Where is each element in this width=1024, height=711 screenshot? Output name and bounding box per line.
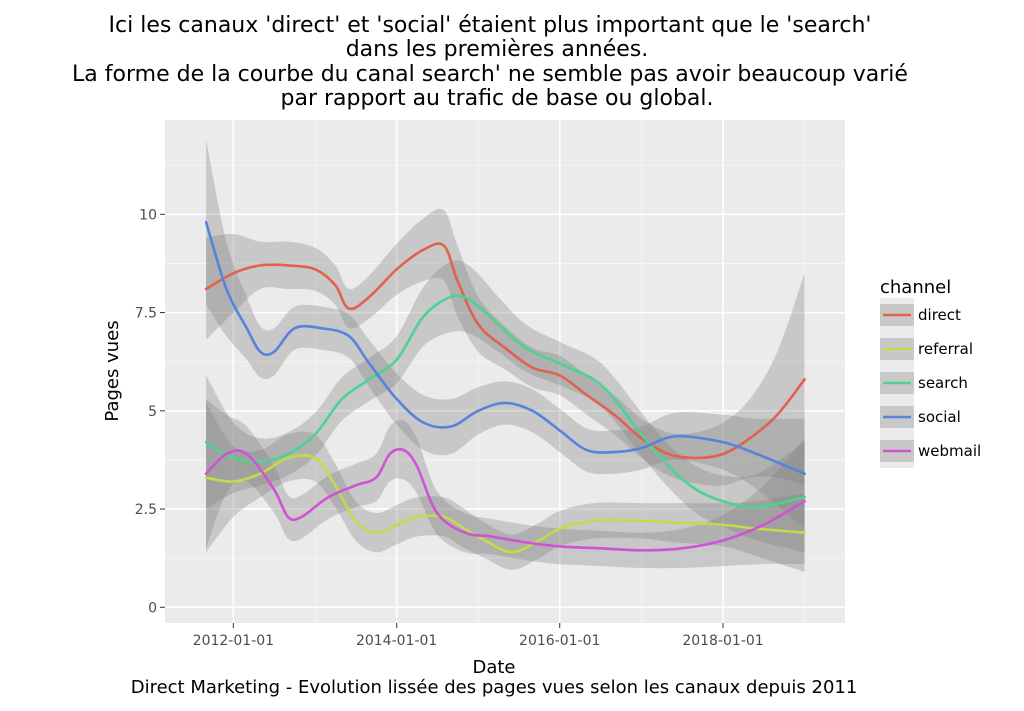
y-tick-label: 7.5 (135, 306, 157, 322)
legend-item-search: search (880, 366, 968, 400)
title-line-1: Ici les canaux 'direct' et 'social' étai… (109, 13, 872, 38)
band-referral (206, 402, 805, 572)
chart-title: Ici les canaux 'direct' et 'social' étai… (72, 13, 908, 111)
band-webmail (206, 399, 805, 569)
line-social (204, 220, 806, 475)
y-axis: 0 2.5 5 7.5 10 (135, 207, 165, 616)
y-tick-label: 0 (148, 600, 157, 616)
x-tick-label: 2016-01-01 (519, 633, 600, 649)
band-social (206, 139, 805, 529)
series-lines (204, 220, 806, 554)
line-referral (204, 453, 806, 554)
x-axis: 2012-01-01 2014-01-01 2016-01-01 2018-01-01 (193, 623, 764, 649)
x-axis-label: Date (472, 657, 515, 678)
legend-item-direct: direct (880, 298, 961, 332)
legend-label: search (918, 374, 968, 392)
legend: channel direct referral search social webmai… (880, 277, 981, 468)
legend-item-referral: referral (880, 332, 973, 366)
legend-item-webmail: webmail (880, 434, 981, 468)
chart-caption: Direct Marketing - Evolution lissée des … (131, 677, 858, 698)
y-tick-label: 2.5 (135, 502, 157, 518)
legend-item-social: social (880, 400, 961, 434)
title-line-2: dans les premières années. (346, 37, 649, 62)
grid (165, 120, 845, 623)
legend-label: webmail (918, 442, 981, 460)
title-line-3: La forme de la courbe du canal search' n… (72, 62, 908, 87)
line-search (204, 294, 806, 509)
y-axis-label: Pages vues (102, 320, 123, 421)
y-tick-label: 10 (139, 207, 157, 223)
title-line-4: par rapport au trafic de base ou global. (281, 86, 714, 111)
x-tick-label: 2018-01-01 (682, 633, 763, 649)
band-search (206, 260, 805, 553)
y-tick-label: 5 (148, 404, 157, 420)
legend-label: referral (918, 340, 973, 358)
x-tick-label: 2014-01-01 (356, 633, 437, 649)
legend-label: direct (918, 306, 961, 324)
line-webmail (204, 447, 806, 552)
legend-title: channel (880, 277, 951, 298)
legend-label: social (918, 408, 961, 426)
line-direct (204, 242, 806, 460)
x-tick-label: 2012-01-01 (193, 633, 274, 649)
